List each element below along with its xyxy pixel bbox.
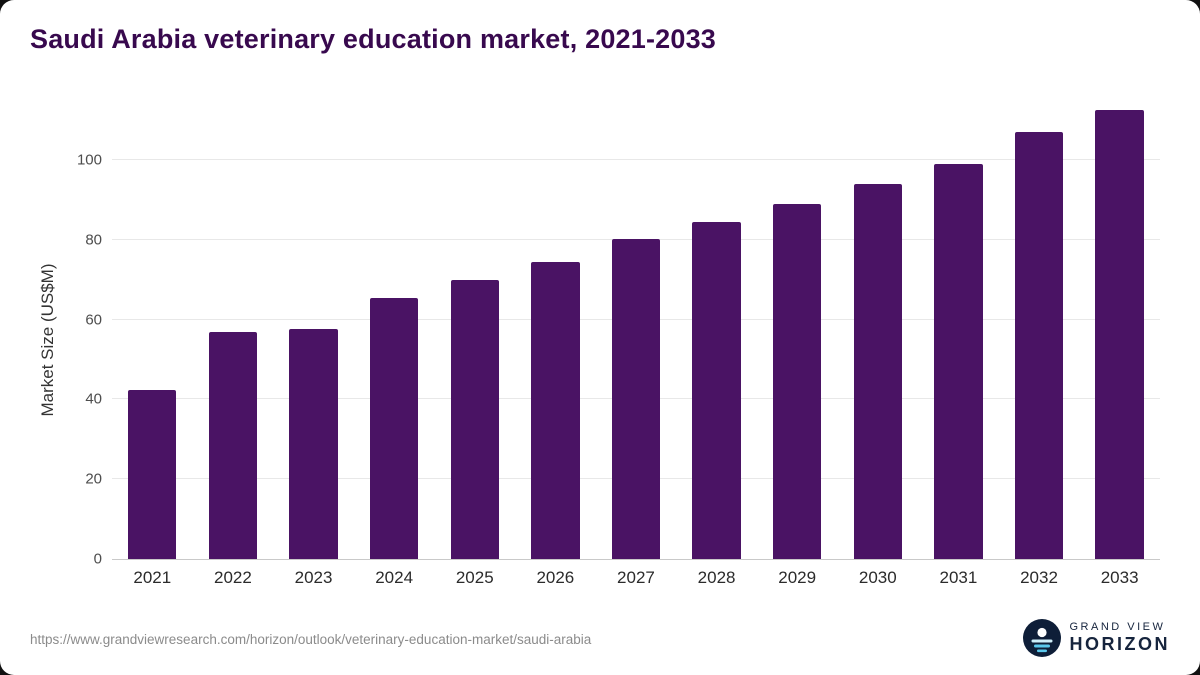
- bar-2033: [1095, 109, 1144, 559]
- bar-column-2025: [434, 100, 515, 559]
- plot-area: 0 20 40 60 80 100: [77, 100, 1160, 568]
- bar-column-2026: [515, 100, 596, 559]
- x-tick-2025: 2025: [455, 568, 494, 587]
- x-tick-2031: 2031: [939, 568, 978, 587]
- bar-2021: [128, 390, 177, 559]
- x-tick-2028: 2028: [697, 568, 736, 587]
- y-axis-label: Market Size (US$M): [38, 263, 57, 417]
- bar-2028: [692, 222, 741, 559]
- bar-2023: [289, 329, 338, 559]
- bar-column-2022: [193, 100, 274, 559]
- logo-text: GRAND VIEW HORIZON: [1070, 621, 1171, 655]
- x-tick-2030: 2030: [858, 568, 897, 587]
- bar-2026: [531, 261, 580, 559]
- y-tick-20: 20: [85, 470, 102, 488]
- x-tick-2029: 2029: [778, 568, 817, 587]
- bar-2031: [934, 163, 983, 559]
- y-tick-100: 100: [76, 151, 102, 169]
- bar-2032: [1014, 131, 1064, 559]
- logo-text-horizon: HORIZON: [1069, 634, 1170, 654]
- source-url[interactable]: https://www.grandviewresearch.com/horizo…: [30, 632, 592, 647]
- x-tick-2023: 2023: [294, 568, 333, 587]
- y-tick-0: 0: [93, 550, 102, 568]
- bar-column-2030: [837, 100, 918, 559]
- bar-column-2028: [676, 100, 757, 559]
- x-tick-2021: 2021: [133, 568, 172, 587]
- y-tick-40: 40: [85, 390, 102, 408]
- x-tick-2022: 2022: [214, 568, 252, 587]
- horizon-logo-icon: [1022, 619, 1061, 657]
- bar-2022: [208, 332, 258, 559]
- bar-2027: [611, 238, 661, 559]
- bar-column-2023: [273, 100, 354, 559]
- bar-column-2029: [757, 100, 838, 559]
- y-tick-80: 80: [85, 231, 102, 249]
- bar-2024: [369, 298, 419, 559]
- logo-text-grand-view: GRAND VIEW: [1069, 621, 1166, 633]
- x-tick-2026: 2026: [536, 568, 575, 587]
- bar-2029: [773, 203, 822, 559]
- bar-column-2032: [999, 100, 1080, 559]
- bar-column-2024: [354, 100, 435, 559]
- bar-2025: [450, 279, 499, 559]
- grand-view-horizon-logo: GRAND VIEW HORIZON: [1022, 619, 1171, 657]
- bar-column-2033: [1079, 100, 1160, 559]
- bar-2030: [853, 183, 902, 559]
- bar-series: [112, 100, 1160, 559]
- bar-column-2027: [596, 100, 677, 559]
- x-axis-labels: 2021 2022 2023 2024 2025 2026 2027 2028 2029 2030…: [112, 568, 1160, 588]
- y-tick-60: 60: [85, 311, 102, 329]
- x-tick-2032: 2032: [1020, 568, 1058, 587]
- x-tick-2033: 2033: [1100, 568, 1139, 587]
- gridline-100: [112, 158, 1160, 160]
- x-tick-2024: 2024: [375, 568, 414, 587]
- bar-column-2021: [112, 100, 193, 559]
- chart-title: Saudi Arabia veterinary education market…: [30, 24, 717, 54]
- bar-column-2031: [918, 100, 999, 559]
- x-tick-2027: 2027: [617, 568, 655, 587]
